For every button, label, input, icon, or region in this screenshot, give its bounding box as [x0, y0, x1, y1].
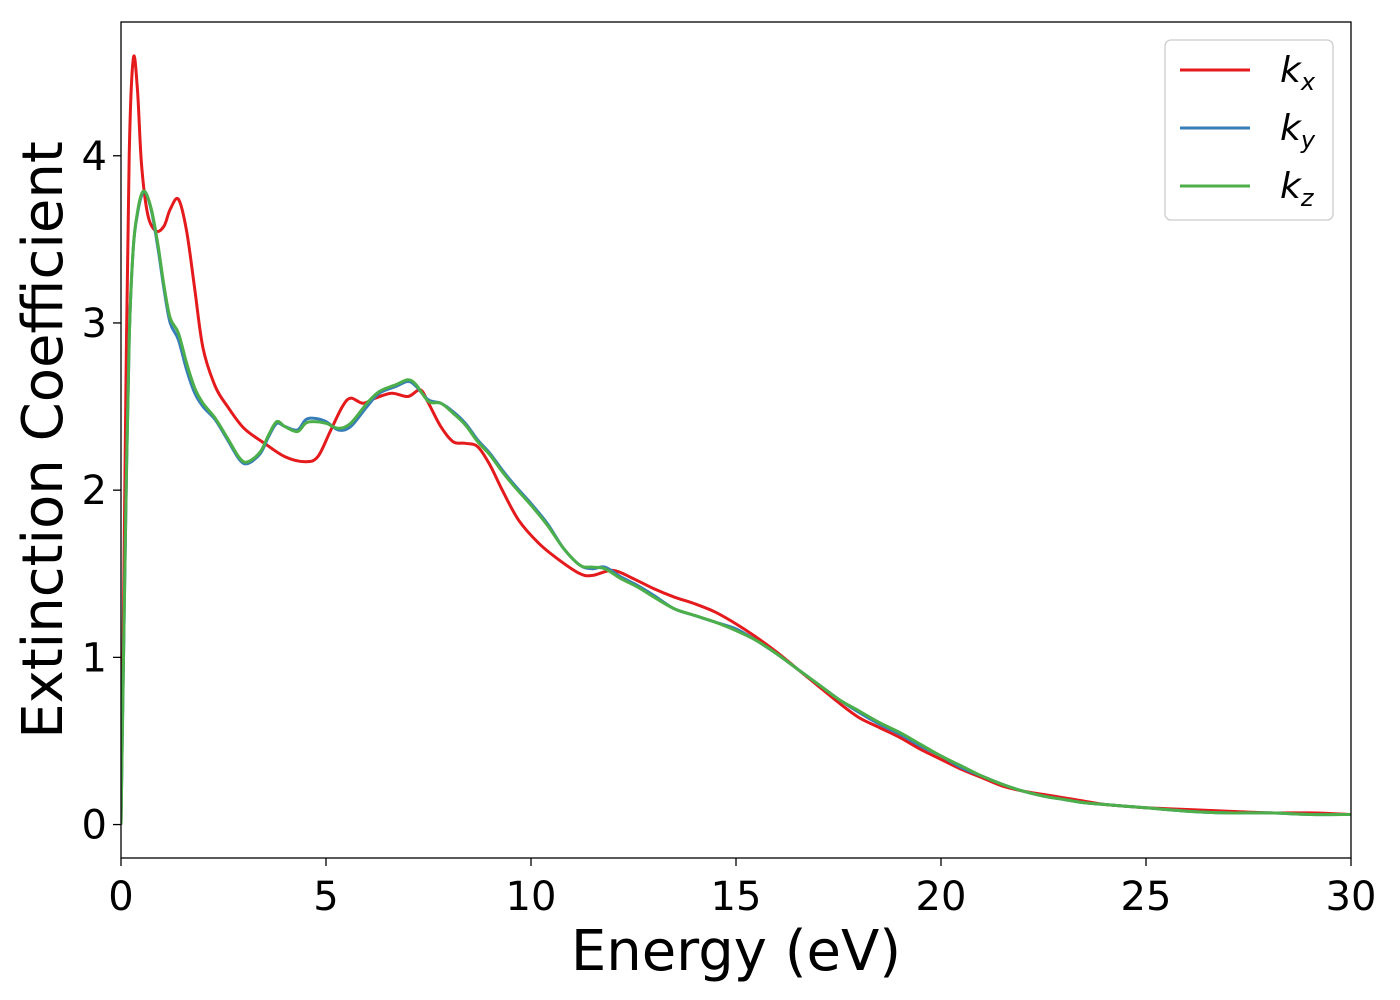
- x-tick-label: 0: [108, 874, 133, 920]
- series-line-x: [121, 54, 1351, 825]
- x-tick-label: 25: [1121, 874, 1172, 920]
- y-axis-title: Extinction Coefficient: [11, 141, 76, 739]
- y-tick-label: 4: [82, 134, 107, 180]
- x-tick-label: 15: [711, 874, 762, 920]
- legend: kx ky kz: [1164, 39, 1334, 221]
- y-tick-label: 3: [82, 301, 107, 347]
- y-axis-ticks: 0 1 2 3 4: [82, 134, 121, 849]
- series-line-y: [121, 189, 1351, 825]
- series-layer: [121, 54, 1351, 825]
- x-tick-label: 5: [313, 874, 338, 920]
- legend-label-x: kx: [1280, 50, 1316, 96]
- x-tick-label: 20: [916, 874, 967, 920]
- legend-label-y: ky: [1280, 108, 1316, 154]
- y-tick-label: 1: [82, 635, 107, 681]
- legend-label-z: kz: [1280, 166, 1315, 212]
- y-tick-label: 0: [82, 803, 107, 849]
- x-tick-label: 30: [1326, 874, 1377, 920]
- legend-box: [1164, 39, 1334, 221]
- y-tick-label: 2: [82, 468, 107, 514]
- x-tick-label: 10: [506, 874, 557, 920]
- series-line-z: [121, 189, 1351, 825]
- x-axis-title: Energy (eV): [571, 919, 901, 984]
- x-axis-ticks: 0 5 10 15 20 25 30: [108, 858, 1376, 920]
